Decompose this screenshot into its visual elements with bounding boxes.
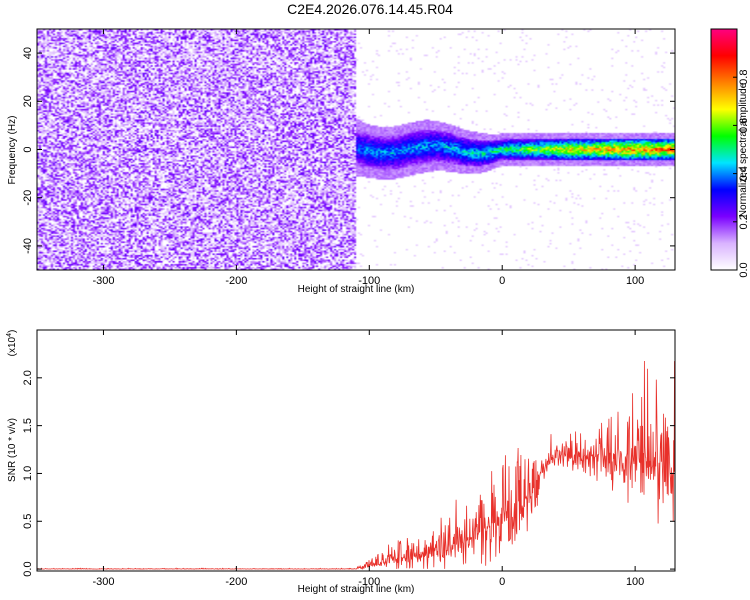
spectrogram-y-tick-label: -20 [22,190,34,206]
spectrogram-y-axis: -40 -20 0 20 40 [22,47,675,254]
colorbar-tick-label: 0.2 [738,214,750,229]
snr-x-tick-label: -300 [92,576,114,588]
snr-y-tick-label: 0.0 [22,561,34,576]
spectrogram-x-tick-label: -100 [358,275,380,287]
spectrogram-y-tick-label: 40 [22,47,34,59]
snr-frame [36,329,676,572]
snr-y-tick-label: 1.5 [22,418,34,433]
snr-scale-label: (x104) [6,330,18,357]
colorbar-frame [710,28,738,271]
colorbar-axis: 0.0 0.2 0.4 0.6 0.8 [710,28,750,278]
spectrogram-x-tick-label: -200 [225,275,247,287]
snr-y-tick-label: 1.0 [22,466,34,481]
spectrogram-x-tick-label: 0 [499,275,505,287]
spectrogram-y-tick-label: 0 [22,146,34,152]
spectrogram-x-tick-label: 100 [626,275,644,287]
colorbar-label: Normalized spectral amplitude [738,82,749,217]
snr-y-tick-label: 0.5 [22,514,34,529]
snr-series-line [36,360,676,570]
spectrogram-heatmap [37,29,675,270]
spectrogram-ylabel: Frequency (Hz) [7,116,18,185]
spectrogram-y-tick-label: 20 [22,95,34,107]
snr-panel: -300 -200 -100 0 100 0.0 0.5 1.0 1.5 2.0 Height … [6,329,676,595]
colorbar-gradient [711,29,737,270]
snr-x-axis: -300 -200 -100 0 100 [92,330,644,588]
figure-title: C2E4.2026.076.14.45.R04 [287,1,453,17]
snr-xlabel: Height of straight line (km) [298,584,415,595]
snr-ylabel: SNR (10 * v/v) [7,418,18,482]
snr-plot-area [37,330,675,571]
spectrogram-x-axis: -300 -200 -100 0 100 [92,29,644,287]
snr-y-axis: 0.0 0.5 1.0 1.5 2.0 [22,370,675,577]
colorbar-tick-label: 0.8 [738,70,750,85]
snr-x-tick-label: 100 [626,576,644,588]
snr-y-tick-label: 2.0 [22,370,34,385]
snr-x-tick-label: 0 [499,576,505,588]
spectrogram-x-tick-label: -300 [92,275,114,287]
spectrogram-xlabel: Height of straight line (km) [298,284,415,295]
colorbar-tick-label: 0.0 [738,262,750,277]
colorbar-tick-label: 0.4 [738,166,750,181]
colorbar-tick-label: 0.6 [738,118,750,133]
spectrogram-y-tick-label: -40 [22,238,34,254]
snr-x-tick-label: -200 [225,576,247,588]
snr-x-tick-label: -100 [358,576,380,588]
colorbar: 0.0 0.2 0.4 0.6 0.8 Normalized spectral ampl… [710,28,750,278]
